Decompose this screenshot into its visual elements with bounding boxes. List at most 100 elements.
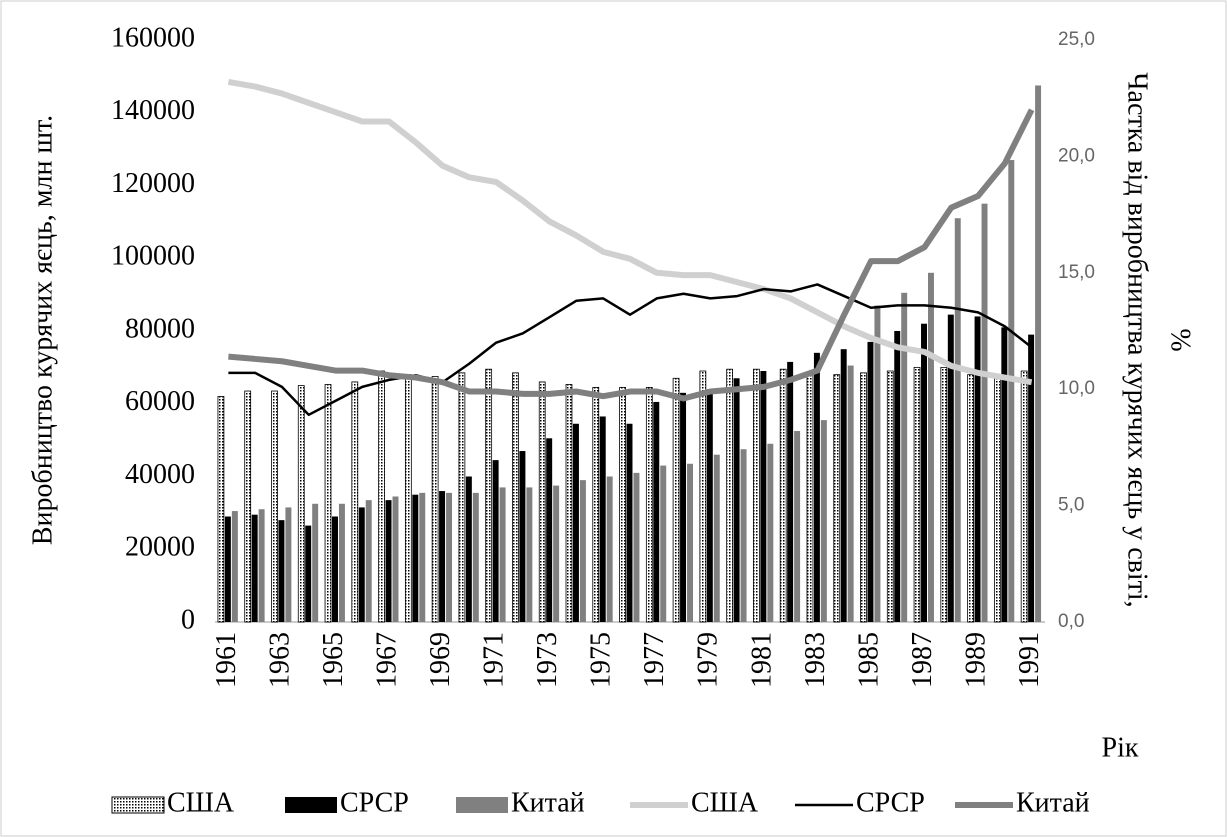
y2-tick-label: 10,0 [1058, 378, 1095, 399]
line [228, 108, 1035, 402]
bar [485, 368, 493, 623]
bar [733, 378, 740, 622]
bar [894, 331, 901, 622]
bar [278, 520, 285, 622]
bar [305, 525, 312, 622]
y-tick-label: 160000 [111, 22, 195, 53]
bar [404, 374, 412, 623]
bar [940, 366, 948, 623]
y2-tick-label: 15,0 [1058, 262, 1095, 283]
bar [419, 492, 426, 622]
bar [472, 492, 479, 622]
bar [519, 451, 526, 622]
bar [538, 381, 546, 623]
bar [847, 365, 854, 622]
bar [645, 386, 653, 623]
y2-axis-title: Частка від виробництва курячих яєць у св… [1122, 72, 1153, 607]
bar [619, 386, 626, 623]
legend-label: Китай [511, 787, 585, 818]
y-tick-label: 60000 [125, 386, 195, 417]
bar [874, 305, 881, 622]
x-tick-label: 1969 [425, 632, 456, 688]
x-tick-label: 1991 [1014, 632, 1045, 688]
bar [546, 438, 553, 622]
bar [439, 491, 446, 622]
legend-swatch [285, 797, 337, 813]
bar [660, 465, 667, 622]
bar [285, 507, 292, 622]
bar [626, 423, 633, 622]
bar [1001, 327, 1008, 622]
y-tick-label: 140000 [111, 95, 195, 126]
bar [726, 368, 734, 623]
bar [1008, 160, 1015, 622]
bar [672, 377, 680, 623]
legend-swatch [111, 796, 165, 814]
legend-label: СРСР [340, 787, 409, 818]
y-tick-label: 120000 [111, 168, 195, 199]
bar [579, 480, 586, 622]
bar [981, 203, 988, 622]
x-tick-label: 1973 [532, 632, 563, 688]
x-tick-label: 1981 [746, 632, 777, 688]
bar [351, 381, 359, 623]
bar [565, 384, 573, 623]
y2-tick-label: 20,0 [1058, 145, 1095, 166]
bar [231, 511, 238, 622]
bar [794, 431, 801, 622]
x-tick-label: 1987 [907, 632, 938, 688]
y2-tick-label: 25,0 [1058, 29, 1095, 50]
bar [760, 371, 767, 622]
bar [1020, 370, 1028, 623]
bar [706, 389, 713, 622]
bar [297, 385, 305, 623]
bar [458, 372, 466, 623]
x-tick-label: 1965 [318, 632, 349, 688]
y2-axis-title: % [1165, 328, 1196, 351]
bar [687, 463, 693, 622]
bar [446, 492, 453, 622]
y-tick-label: 40000 [125, 459, 195, 490]
bar [217, 396, 225, 623]
bar [358, 507, 365, 622]
legend-label: США [691, 787, 759, 818]
bar [385, 500, 392, 622]
y-tick-label: 20000 [125, 532, 195, 563]
y-tick-label: 0 [181, 604, 195, 635]
bar [886, 370, 894, 623]
x-axis-title: Рік [1102, 732, 1139, 763]
bar [512, 372, 519, 623]
bar [465, 476, 472, 622]
y-tick-label: 100000 [111, 241, 195, 272]
bar [840, 349, 847, 622]
bar [324, 384, 332, 623]
bar [572, 423, 579, 622]
x-tick-label: 1971 [479, 632, 510, 688]
bar [492, 460, 499, 622]
bar [779, 368, 787, 623]
bar [606, 476, 613, 622]
legend-label: СРСР [856, 787, 925, 818]
bar [526, 487, 533, 622]
bar [338, 503, 345, 622]
bar [271, 390, 278, 623]
line [227, 78, 1033, 386]
bar [753, 368, 760, 623]
bar [901, 292, 908, 622]
bar [767, 443, 774, 622]
y-axis-title: Виробництво курячих яєць, млн шт. [27, 115, 58, 545]
x-tick-label: 1989 [960, 632, 991, 688]
bar [365, 500, 372, 622]
bar [592, 386, 600, 623]
bar [1035, 85, 1042, 622]
bar [813, 352, 820, 622]
bar [332, 516, 338, 622]
bar [1028, 334, 1035, 622]
bar [499, 487, 506, 622]
bar [553, 485, 560, 622]
bar [431, 376, 439, 623]
bar [787, 361, 794, 622]
bar [974, 316, 981, 622]
